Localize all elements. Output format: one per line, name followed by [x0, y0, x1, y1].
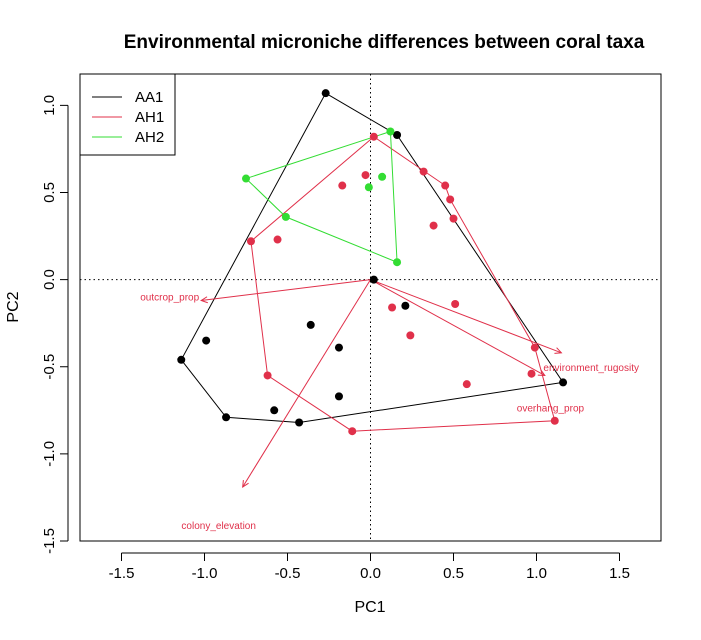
y-tick-label: 0.0	[41, 269, 58, 290]
hull-ah2	[245, 130, 398, 263]
y-tick-label: 0.5	[41, 182, 58, 203]
vector-label: colony_elevation	[181, 521, 256, 532]
x-axis-label: PC1	[354, 599, 385, 616]
point-aa1	[177, 355, 186, 364]
vector-label: outcrop_prop	[140, 293, 199, 304]
legend-label: AA1	[135, 89, 163, 106]
loading-vectors: outcrop_prop environment_rugosity overhang…	[140, 279, 639, 532]
point-ah1	[462, 380, 471, 389]
point-ah2	[378, 172, 387, 181]
x-tick-label: -0.5	[275, 565, 301, 582]
point-ah1	[441, 181, 450, 190]
x-tick-label: 0.5	[443, 565, 464, 582]
point-ah1	[527, 369, 536, 378]
legend: AA1 AH1 AH2	[79, 73, 176, 156]
y-tick-label: -1.0	[41, 441, 58, 467]
reference-lines	[80, 74, 661, 541]
vector-environment_rugosity	[370, 279, 562, 354]
point-aa1	[295, 418, 304, 427]
point-aa1	[222, 413, 231, 422]
data-points	[177, 89, 568, 436]
x-tick-label: 1.5	[609, 565, 630, 582]
vector-outcrop_prop	[201, 279, 371, 302]
point-aa1	[559, 378, 568, 387]
chart-title: Environmental microniche differences bet…	[124, 32, 645, 53]
vector-overhang_prop	[370, 279, 546, 376]
point-aa1	[202, 336, 211, 345]
hull-aa1	[180, 92, 564, 424]
point-aa1	[321, 89, 330, 98]
point-aa1	[401, 301, 410, 310]
y-tick-label: 1.0	[41, 95, 58, 116]
x-tick-label: 0.0	[360, 565, 381, 582]
point-aa1	[334, 392, 343, 401]
convex-hulls	[180, 92, 564, 432]
point-ah1	[361, 171, 370, 180]
point-aa1	[306, 320, 315, 329]
point-ah2	[281, 212, 290, 221]
point-ah2	[386, 127, 395, 136]
point-aa1	[334, 343, 343, 352]
vector-label: overhang_prop	[517, 403, 585, 414]
point-ah1	[263, 371, 272, 380]
point-ah1	[246, 237, 255, 246]
legend-box	[79, 73, 176, 156]
x-axis: -1.5 -1.0 -0.5 0.0 0.5 1.0 1.5	[109, 552, 630, 582]
y-tick-label: -0.5	[41, 354, 58, 380]
point-ah2	[393, 258, 402, 267]
point-ah1	[419, 167, 428, 176]
x-tick-label: -1.0	[192, 565, 218, 582]
vector-arrowhead	[554, 347, 563, 354]
vector-arrowhead	[242, 479, 249, 488]
point-ah1	[451, 300, 460, 309]
hull-ah1	[250, 136, 556, 432]
point-ah2	[242, 174, 250, 183]
vector-label: environment_rugosity	[543, 363, 639, 374]
point-aa1	[270, 406, 279, 415]
point-ah1	[530, 343, 539, 352]
point-ah1	[338, 181, 347, 190]
point-aa1	[393, 130, 402, 139]
point-ah1	[429, 221, 438, 230]
point-ah1	[446, 195, 455, 204]
legend-label: AH2	[135, 129, 164, 146]
y-axis-label: PC2	[5, 291, 22, 322]
point-ah2	[364, 183, 373, 192]
point-ah1	[449, 214, 458, 223]
point-ah1	[348, 427, 357, 436]
point-ah1	[369, 132, 378, 141]
y-axis: -1.5 -1.0 -0.5 0.0 0.5 1.0	[41, 95, 69, 554]
point-ah1	[388, 303, 397, 312]
x-tick-label: 1.0	[526, 565, 547, 582]
vector-arrowhead	[200, 296, 208, 304]
vector-colony_elevation	[242, 279, 371, 488]
point-aa1	[369, 275, 378, 284]
vector-arrowhead	[537, 369, 546, 377]
y-tick-label: -1.5	[41, 528, 58, 554]
x-tick-label: -1.5	[109, 565, 135, 582]
point-ah1	[406, 331, 415, 340]
point-ah1	[550, 416, 559, 425]
point-ah1	[273, 235, 282, 244]
legend-label: AH1	[135, 109, 164, 126]
